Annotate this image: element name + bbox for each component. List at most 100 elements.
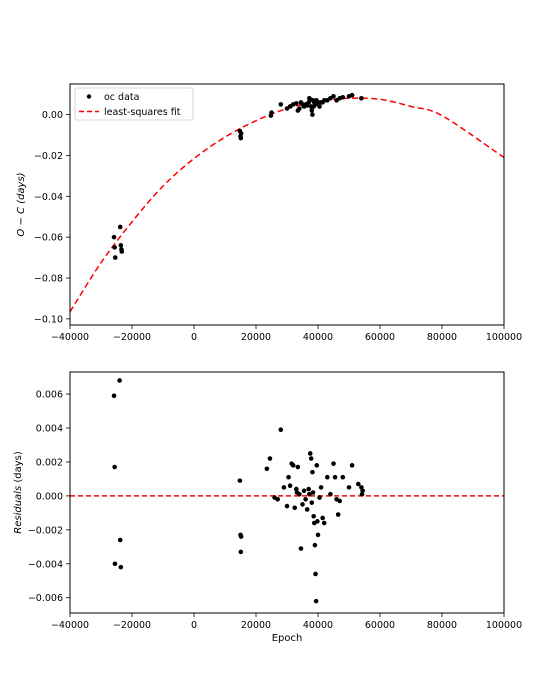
residual-data-point [306, 486, 312, 492]
x-tick-label: 100000 [486, 620, 522, 631]
residual-data-point [281, 485, 287, 490]
y-tick-label: 0.006 [36, 390, 63, 401]
oc-data-point [310, 112, 315, 117]
residual-data-point [297, 491, 302, 497]
residual-data-point [292, 505, 298, 511]
y-tick-label: 0.004 [36, 424, 63, 435]
y-tick-label: −0.02 [34, 151, 63, 162]
residual-data-point [315, 532, 321, 538]
oc-data-point [278, 102, 284, 107]
residuals-x-axis-label: Epoch [272, 633, 303, 644]
residual-data-point [300, 502, 305, 507]
oc-data-point [359, 95, 364, 101]
residual-data-point [264, 466, 270, 472]
residuals-y-axis-label: Residuals (days) [13, 451, 24, 534]
residual-data-point [294, 486, 299, 492]
x-tick-label: 40000 [303, 620, 333, 631]
oc-plot-frame [69, 83, 505, 326]
residual-data-point [318, 485, 324, 490]
oc-data-point [294, 101, 299, 106]
residual-data-point [313, 598, 319, 604]
residual-data-point [310, 490, 316, 495]
residual-data-point [310, 469, 315, 475]
residual-data-point [307, 491, 312, 497]
x-tick-label: −20000 [113, 620, 151, 631]
residual-data-point [308, 456, 314, 461]
residual-data-point [275, 496, 281, 502]
residual-data-point [346, 485, 352, 490]
residual-data-point [304, 507, 310, 512]
oc-data-point [238, 135, 244, 141]
residual-data-point [286, 474, 291, 480]
residual-data-point [238, 549, 244, 555]
residual-data-point [337, 498, 343, 504]
residual-data-point [340, 474, 346, 480]
residual-data-point [359, 491, 365, 497]
least-squares-fit-line [69, 97, 505, 313]
residual-data-point [303, 496, 308, 502]
oc-data-point [238, 131, 244, 136]
residual-data-point [307, 451, 313, 456]
oc-data-point [117, 224, 123, 230]
residual-data-point [314, 463, 320, 468]
oc-data-point [269, 110, 274, 115]
x-tick-label: 60000 [365, 620, 395, 631]
residual-data-point [356, 481, 361, 487]
oc-data-point [317, 104, 322, 109]
x-tick-label: −40000 [51, 620, 89, 631]
oc-data-point [119, 249, 125, 254]
oc-data-point [297, 106, 302, 111]
residual-data-point [331, 461, 336, 466]
residual-data-point [360, 488, 365, 494]
y-tick-label: 0.002 [36, 457, 63, 468]
residual-data-point [325, 474, 330, 480]
residual-data-point [118, 564, 124, 570]
oc-legend: oc data least-squares fit [74, 87, 194, 121]
y-tick-label: −0.004 [28, 559, 63, 570]
residual-data-point [112, 561, 118, 567]
residual-data-point [284, 503, 290, 509]
oc-data-point [118, 243, 124, 248]
oc-data-point [111, 234, 117, 240]
residual-data-point [312, 542, 318, 548]
residuals-plot-frame [69, 371, 505, 614]
residual-data-point [287, 483, 293, 489]
residual-data-point [349, 463, 355, 468]
oc-y-axis: −0.10 −0.08 −0.06 −0.04 −0.02 0.00 [34, 110, 70, 325]
x-tick-label: 80000 [427, 620, 457, 631]
y-tick-label: 0.00 [42, 110, 63, 121]
oc-fit-layer [69, 97, 505, 313]
residual-data-point [267, 456, 273, 461]
x-tick-label: 20000 [241, 620, 271, 631]
x-tick-label: 0 [191, 332, 197, 343]
residual-data-point [237, 478, 243, 483]
residual-data-point [112, 464, 117, 470]
oc-data-point [112, 255, 118, 260]
residual-data-point [117, 378, 122, 383]
residual-data-point [317, 495, 322, 500]
residual-data-point [311, 513, 316, 519]
residuals-panel: −40000 −20000 0 20000 40000 60000 80000 100000 … [13, 371, 522, 644]
oc-data-point [340, 94, 346, 100]
oc-data-point [331, 93, 336, 99]
oc-data-point [309, 108, 315, 113]
residual-data-point [309, 500, 315, 505]
oc-data-point [112, 245, 117, 250]
y-tick-label: 0.000 [36, 491, 63, 502]
oc-x-axis: −40000 −20000 0 20000 40000 60000 80000 100000 [51, 325, 522, 343]
residual-data-point [315, 519, 320, 524]
residual-data-point [298, 546, 304, 551]
residual-data-point [328, 491, 333, 497]
residuals-x-axis: −40000 −20000 0 20000 40000 60000 80000 100000 [51, 613, 522, 631]
residual-data-point [278, 427, 284, 433]
oc-panel: −40000 −20000 0 20000 40000 60000 80000 100000 … [16, 83, 522, 343]
x-tick-label: 20000 [241, 332, 271, 343]
x-tick-label: 60000 [365, 332, 395, 343]
residual-data-point [301, 488, 307, 494]
residual-data-point [295, 464, 301, 470]
residual-data-point [332, 474, 338, 480]
x-tick-label: 80000 [427, 332, 457, 343]
residual-data-point [320, 515, 325, 521]
oc-data-point [349, 92, 355, 98]
